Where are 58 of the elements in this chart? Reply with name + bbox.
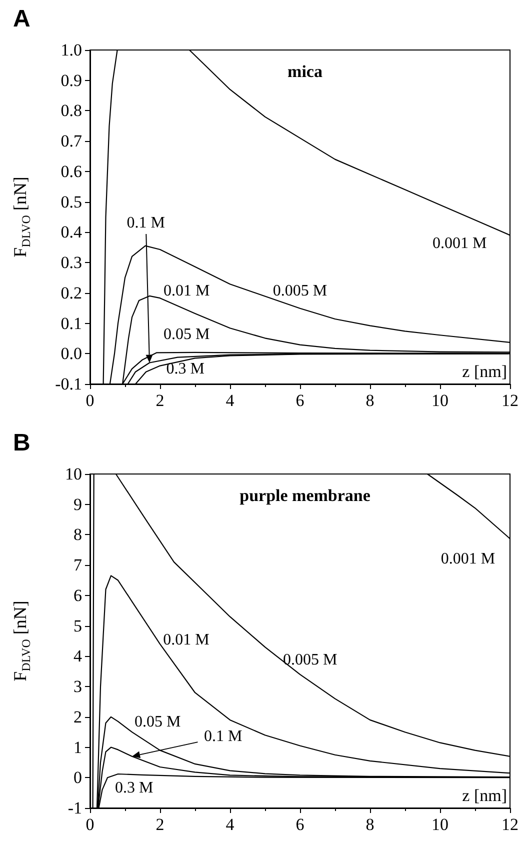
y-axis-title: FDLVO [nN] — [10, 600, 33, 682]
chart-title: B — [13, 430, 30, 456]
x-axis-title: z [nm] — [462, 362, 507, 381]
x-tick-label: 8 — [366, 815, 374, 834]
y-tick-label: 0.5 — [60, 192, 82, 212]
y-tick-label: 2 — [74, 707, 82, 726]
y-axis-title: FDLVO [nN] — [10, 176, 33, 258]
x-tick-label: 10 — [432, 815, 448, 834]
annotation: 0.05 M — [163, 326, 210, 344]
text: purple membrane — [240, 486, 371, 505]
x-tick-label: 2 — [156, 815, 164, 834]
y-tick-label: -0.1 — [55, 374, 82, 394]
annotation: 0.01 M — [163, 632, 210, 648]
chart-title: A — [13, 6, 30, 32]
x-tick-label: 0 — [86, 391, 94, 410]
x-tick-label: 6 — [296, 391, 304, 410]
y-tick-label: 0 — [74, 768, 82, 788]
y-tick-label: 6 — [74, 586, 82, 605]
x-tick-label: 6 — [296, 815, 304, 834]
annotation: 0.005 M — [282, 652, 338, 669]
annotation: 0.05 M — [134, 713, 181, 730]
y-tick-label: 9 — [74, 494, 82, 514]
y-tick-label: 1.0 — [60, 40, 82, 60]
y-tick-label: 0.9 — [60, 70, 82, 90]
y-tick-label: 0.2 — [60, 283, 82, 302]
y-tick-label: 0.0 — [60, 344, 82, 364]
y-tick-label: -1 — [68, 798, 82, 818]
y-tick-label: 0.4 — [60, 222, 82, 242]
x-tick-label: 10 — [432, 391, 448, 410]
x-axis-title: z [nm] — [462, 786, 507, 805]
y-tick-label: 4 — [74, 646, 82, 666]
annotation: 0.3 M — [114, 779, 154, 796]
annotation: 0.1 M — [126, 214, 165, 232]
y-tick-label: 0.7 — [60, 132, 82, 151]
annotation: 0.3 M — [166, 360, 204, 378]
y-tick-label: 8 — [74, 525, 82, 544]
annotation: 0.005 M — [272, 282, 328, 300]
y-tick-label: 1 — [74, 738, 82, 757]
x-tick-label: 0 — [86, 815, 94, 834]
y-tick-label: 0.1 — [60, 314, 82, 333]
y-tick-label: 0.6 — [60, 162, 82, 181]
x-tick-label: 12 — [502, 815, 518, 834]
annotation: 0.1 M — [204, 728, 242, 746]
x-tick-label: 4 — [226, 391, 235, 410]
y-tick-label: 3 — [74, 677, 82, 696]
y-tick-label: 10 — [65, 464, 82, 484]
annotation: 0.001 M — [440, 550, 496, 568]
y-tick-label: 0.3 — [60, 253, 82, 272]
text: mica — [288, 62, 323, 81]
x-tick-label: 4 — [226, 815, 235, 834]
y-tick-label: 0.8 — [60, 101, 82, 120]
annotation: 0.001 M — [432, 235, 487, 252]
y-tick-label: 7 — [74, 556, 82, 575]
y-tick-label: 5 — [74, 616, 82, 636]
annotation: 0.01 M — [163, 282, 210, 300]
x-tick-label: 12 — [502, 391, 518, 410]
x-tick-label: 2 — [156, 391, 164, 410]
x-tick-label: 8 — [366, 391, 374, 410]
